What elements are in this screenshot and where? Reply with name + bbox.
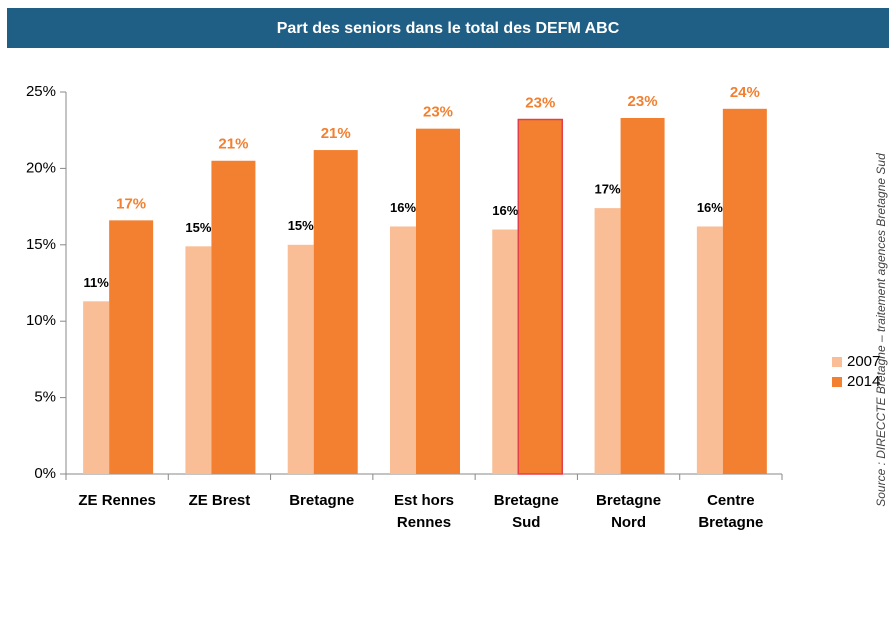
y-tick-label: 5%	[34, 389, 56, 406]
chart-title: Part des seniors dans le total des DEFM …	[277, 20, 620, 37]
value-label: 16%	[697, 200, 723, 215]
title-banner	[7, 8, 889, 48]
legend-swatch	[832, 377, 842, 387]
value-label: 23%	[628, 93, 658, 110]
bar	[185, 246, 212, 474]
value-label: 23%	[423, 104, 453, 121]
x-tick-label: Centre Bretagne	[698, 492, 764, 531]
value-label: 21%	[321, 125, 351, 142]
x-tick-label: Bretagne Sud	[493, 492, 559, 531]
value-label: 16%	[492, 203, 518, 218]
legend-swatch	[832, 357, 842, 367]
bar	[416, 128, 460, 474]
value-label: 16%	[390, 200, 416, 215]
legend-label: 2014	[847, 373, 880, 390]
bar	[390, 226, 416, 474]
y-tick-label: 15%	[26, 236, 56, 253]
bar	[492, 229, 519, 474]
bar	[696, 226, 723, 474]
y-tick-label: 0%	[34, 465, 56, 482]
value-label: 24%	[730, 84, 760, 101]
bar	[287, 244, 314, 474]
value-label: 23%	[525, 94, 555, 111]
x-tick-label: Est hors Rennes	[393, 492, 454, 531]
bar	[620, 117, 665, 474]
bar	[109, 220, 154, 474]
bar	[722, 108, 767, 475]
value-label: 11%	[83, 275, 109, 290]
bar	[211, 160, 256, 474]
legend-label: 2007	[847, 353, 880, 370]
x-tick-label: ZE Brest	[188, 492, 251, 509]
x-tick-label: ZE Rennes	[78, 492, 156, 509]
x-tick-label: Bretagne	[289, 492, 355, 509]
value-label: 15%	[288, 218, 314, 233]
y-tick-label: 25%	[26, 83, 56, 100]
bar	[313, 150, 358, 474]
bar	[83, 301, 110, 474]
y-tick-label: 10%	[26, 312, 56, 329]
x-tick-label: Bretagne Nord	[596, 492, 662, 531]
value-label: 15%	[185, 220, 211, 235]
source-note: Source : DIRECCTE Bretagne – traitement …	[874, 153, 888, 507]
bar	[517, 118, 564, 475]
value-label: 17%	[116, 195, 146, 212]
y-tick-label: 20%	[26, 159, 56, 176]
bar	[594, 208, 621, 475]
value-label: 17%	[595, 182, 621, 197]
value-label: 21%	[218, 136, 248, 153]
